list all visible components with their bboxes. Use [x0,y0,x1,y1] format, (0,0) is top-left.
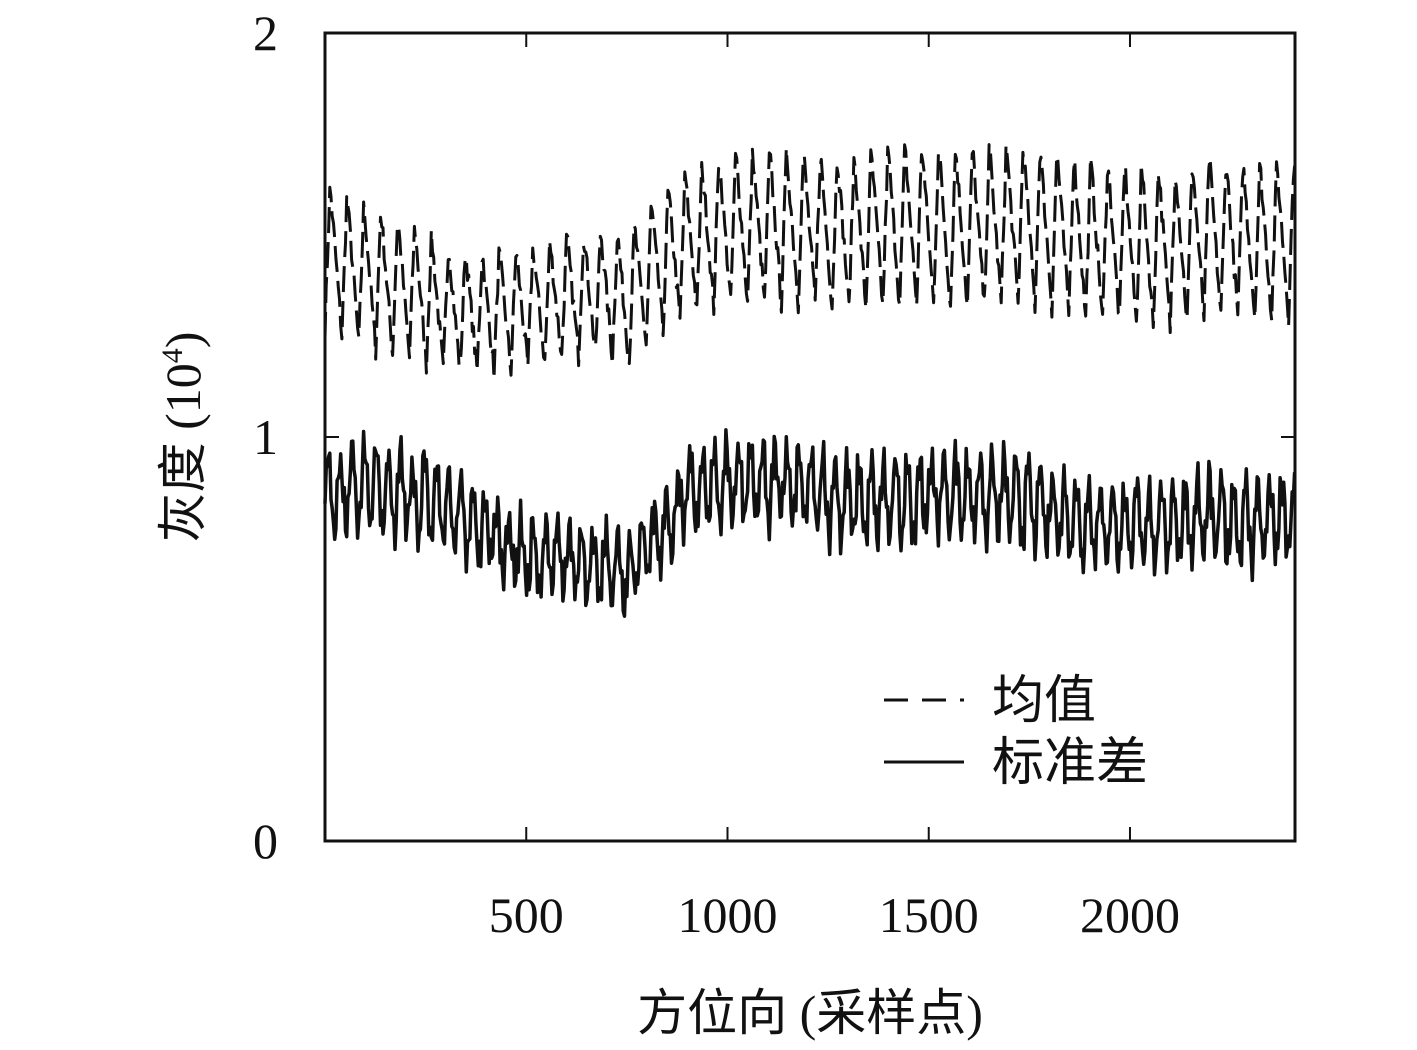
y-axis-title-exponent: 4 [156,348,189,363]
x-tick-label: 1500 [879,887,979,943]
y-axis-title-close: ) [155,332,211,349]
plot-frame [323,31,1297,843]
legend-std-label: 标准差 [992,735,1148,792]
legend: 均值 标准差 [884,673,1148,792]
plot-series-layer [323,143,1297,618]
x-tick-label: 1000 [677,887,777,943]
y-axis-title-group: 灰度 (104) [155,332,211,543]
series-line-std [323,428,1297,618]
x-axis-title: 方位向 (采样点) [637,985,983,1041]
tick-layer: 500 1000 1500 2000 0 1 2 [253,5,1295,943]
y-tick-label: 1 [253,409,278,465]
x-tick-label: 2000 [1080,887,1180,943]
y-axis-title-main: 灰度 (10 [155,363,211,542]
y-tick-label: 2 [253,5,278,61]
y-axis-title: 灰度 (104) [155,332,211,543]
series-line-mean [323,143,1297,381]
y-tick-label: 0 [253,813,278,869]
legend-mean-label: 均值 [992,673,1096,730]
x-tick-label: 500 [489,887,564,943]
